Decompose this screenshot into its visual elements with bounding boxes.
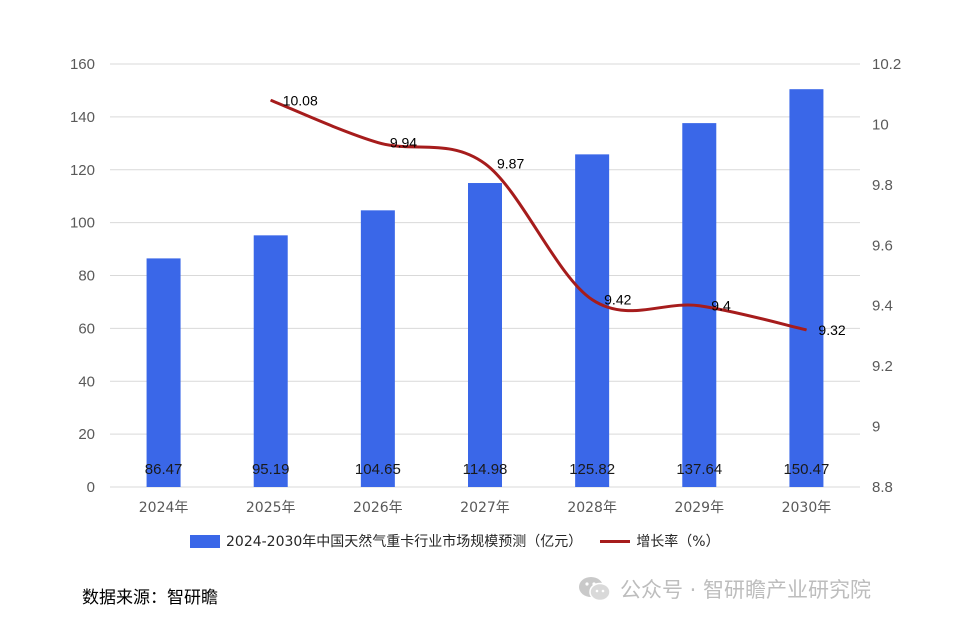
y-left-tick-label: 60 — [78, 320, 95, 337]
y-left-tick-label: 20 — [78, 426, 95, 443]
y-axis-left: 0 20 40 60 80 100 120 140 160 — [70, 56, 95, 496]
x-tick-label: 2029年 — [674, 500, 724, 516]
source-note: 数据来源：智研瞻 — [82, 588, 218, 608]
bar — [468, 183, 502, 488]
legend-item-line: 增长率（%） — [582, 531, 720, 551]
growth-point — [377, 142, 379, 144]
bar — [575, 154, 610, 487]
bar-value-label: 104.65 — [355, 461, 401, 478]
y-right-tick-label: 9.6 — [872, 237, 893, 254]
y-right-tick-label: 9 — [872, 419, 880, 436]
legend-label-line: 增长率（%） — [636, 534, 720, 550]
y-left-tick-label: 80 — [78, 268, 95, 285]
bar-value-label: 125.82 — [569, 461, 615, 478]
y-left-tick-label: 40 — [78, 373, 95, 390]
bar-value-label: 150.47 — [783, 461, 829, 478]
y-left-tick-label: 160 — [70, 56, 95, 73]
x-tick-label: 2024年 — [139, 500, 189, 516]
x-tick-label: 2027年 — [460, 500, 510, 516]
growth-rate-line — [270, 98, 807, 332]
x-tick-label: 2030年 — [782, 500, 832, 516]
wechat-icon — [579, 577, 611, 602]
y-right-tick-label: 9.4 — [872, 298, 893, 315]
bar — [360, 210, 395, 488]
bar — [789, 89, 824, 487]
growth-point — [270, 99, 272, 101]
growth-point — [698, 305, 700, 307]
bar-data-labels: 86.47 95.19 104.65 114.98 125.82 137.64 150.47 — [145, 461, 830, 478]
y-right-tick-label: 10 — [872, 116, 889, 133]
y-right-tick-label: 10.2 — [872, 56, 901, 73]
x-axis: 2024年 2025年 2026年 2027年 2028年 2029年 2030年 — [139, 500, 831, 516]
y-axis-right: 8.8 9 9.2 9.4 9.6 9.8 10 10.2 — [872, 56, 901, 496]
growth-value-label: 10.08 — [283, 92, 318, 108]
growth-point — [805, 329, 807, 331]
y-left-tick-label: 120 — [70, 162, 95, 179]
bar — [253, 235, 288, 487]
legend-swatch-bar — [190, 534, 220, 548]
x-tick-label: 2025年 — [246, 500, 296, 516]
bar-value-label: 95.19 — [252, 461, 290, 478]
growth-line — [270, 98, 807, 332]
watermark-text: 公众号 · 智研瞻产业研究院 — [620, 578, 872, 602]
growth-value-label: 9.87 — [497, 156, 524, 172]
legend: 2024-2030年中国天然气重卡行业市场规模预测（亿元） 增长率（%） — [190, 531, 720, 551]
y-left-tick-label: 140 — [70, 109, 95, 126]
x-tick-label: 2028年 — [567, 500, 617, 516]
growth-value-label: 9.42 — [604, 292, 631, 308]
bar-value-label: 114.98 — [463, 461, 508, 478]
legend-label-bar: 2024-2030年中国天然气重卡行业市场规模预测（亿元） — [226, 534, 583, 550]
growth-value-label: 9.4 — [711, 298, 731, 314]
bar-value-label: 137.64 — [676, 461, 722, 478]
growth-value-label: 9.32 — [818, 322, 845, 338]
legend-swatch-line — [600, 539, 631, 543]
x-tick-label: 2026年 — [353, 500, 403, 516]
legend-item-bar: 2024-2030年中国天然气重卡行业市场规模预测（亿元） — [190, 531, 582, 551]
chart-plot: 0 20 40 60 80 100 120 140 160 8.8 9 9.2 9.4 9.6 9.8 10… — [70, 56, 901, 516]
y-right-tick-label: 9.2 — [872, 358, 893, 375]
growth-point — [591, 299, 593, 301]
y-left-tick-label: 100 — [70, 215, 95, 232]
growth-value-label: 9.94 — [390, 135, 417, 151]
line-data-labels: 10.08 9.94 9.87 9.42 9.4 9.32 — [283, 92, 846, 338]
bars — [146, 89, 824, 488]
y-right-tick-label: 8.8 — [872, 479, 893, 496]
watermark: 公众号 · 智研瞻产业研究院 — [578, 574, 871, 604]
growth-point — [484, 163, 486, 165]
bar — [146, 258, 181, 487]
y-right-tick-label: 9.8 — [872, 177, 893, 194]
y-left-tick-label: 0 — [87, 479, 95, 496]
bar-value-label: 86.47 — [145, 461, 183, 478]
